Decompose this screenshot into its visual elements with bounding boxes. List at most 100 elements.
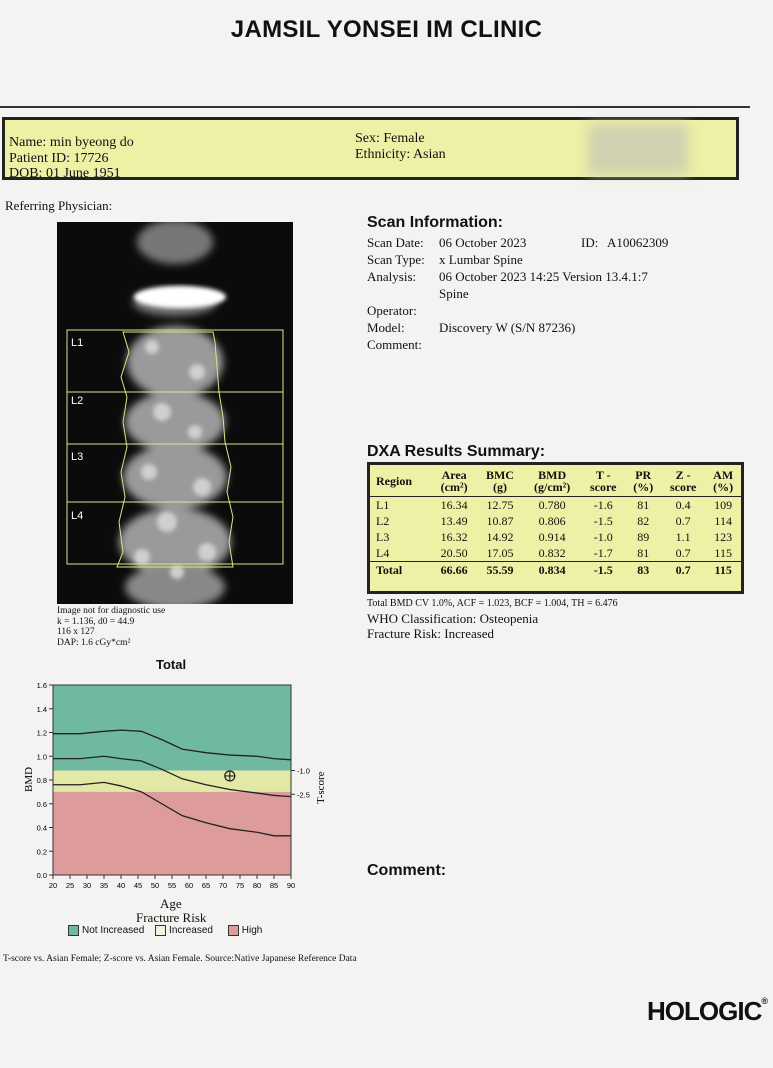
legend-item-high: High: [227, 925, 262, 936]
row-region-cell: L1: [376, 498, 390, 512]
col-header: BMD (g/cm²): [523, 469, 582, 497]
table-header-row: Region Area (cm²) BMC (g) BMD (g/cm²) T - sc…: [370, 469, 741, 497]
y-tick-label: 1.0: [37, 752, 47, 761]
y-tick-label: 0.8: [37, 776, 47, 785]
table-row: L3 16.32 14.92 0.914 -1.0 89 1.1 123: [370, 529, 741, 545]
table-cell: -1.6: [593, 498, 613, 512]
table-cell: 0.834: [523, 561, 582, 578]
table-cell: 10.87: [486, 514, 514, 528]
y-tick-label: 1.2: [37, 729, 47, 738]
scan-date-label: Scan Date:: [367, 235, 424, 250]
table-cell: 0.832: [538, 546, 566, 560]
table-cell: 16.32: [440, 530, 468, 544]
col-header: Region: [370, 469, 432, 497]
risk-zone-2: [53, 791, 291, 875]
legend-swatch: [68, 925, 79, 936]
legend-swatch: [155, 925, 167, 936]
image-note-dap: DAP: 1.6 cGy*cm²: [57, 637, 131, 648]
table-cell: 12.75: [486, 498, 514, 512]
table-cell: -1.5: [581, 561, 626, 578]
table-cell: 0.4: [675, 498, 691, 512]
scan-info-block: Scan Date: 06 October 2023 ID: A10062309…: [367, 234, 747, 353]
table-cell: 114: [714, 514, 732, 528]
table-cell: 55.59: [476, 561, 524, 578]
image-note-diagnostic: Image not for diagnostic use: [57, 606, 166, 616]
col-header: AM (%): [705, 469, 741, 497]
dxa-results-table-box: Region Area (cm²) BMC (g) BMD (g/cm²) T - sc…: [367, 462, 744, 594]
x-tick-label: 80: [253, 881, 261, 890]
image-note-size: 116 x 127: [57, 627, 95, 637]
dxa-results-table: Region Area (cm²) BMC (g) BMD (g/cm²) T - sc…: [370, 469, 741, 578]
scan-date-value: 06 October 2023: [439, 235, 527, 250]
patient-name: Name: min byeong do: [9, 135, 134, 150]
patient-info-box: Name: min byeong do Patient ID: 17726 DO…: [2, 117, 739, 181]
level-label-l4: L4: [71, 510, 83, 522]
hologic-logo: HOLOGIC®: [647, 996, 768, 1026]
fracture-risk-label: Fracture Risk: [136, 910, 207, 925]
scan-info-title: Scan Information:: [367, 214, 504, 231]
level-label-l3: L3: [71, 451, 83, 463]
operator-label: Operator:: [367, 303, 417, 318]
table-cell: 81: [637, 498, 650, 512]
analysis-label: Analysis:: [367, 269, 417, 284]
table-cell: 16.34: [440, 498, 468, 512]
table-cell: 0.7: [675, 546, 691, 560]
x-tick-label: 60: [185, 881, 193, 890]
reference-curve-2: [53, 781, 291, 837]
dxa-title: DXA Results Summary:: [367, 443, 546, 460]
x-tick-label: 25: [66, 881, 74, 890]
col-header: PR (%): [625, 469, 661, 497]
image-notes: Image not for diagnostic use k = 1.136, …: [57, 606, 165, 648]
x-tick-label: 20: [49, 881, 57, 890]
table-row: L1 16.34 12.75 0.780 -1.6 81 0.4 109: [370, 497, 741, 514]
table-cell: 0.7: [660, 561, 706, 578]
row-region-cell: L2: [376, 514, 390, 528]
table-cell: 115: [705, 561, 741, 578]
row-region-cell: Total: [370, 561, 432, 578]
x-tick-label: 35: [100, 881, 108, 890]
patient-dob: DOB: 01 June 1951: [9, 166, 121, 181]
table-cell: 1.1: [675, 530, 691, 544]
x-tick-label: 55: [168, 881, 176, 890]
table-row: Total 66.66 55.59 0.834 -1.5 83 0.7 115: [370, 561, 741, 578]
y-tick-label: 1.4: [37, 705, 47, 714]
y-tick-label: 0.4: [37, 824, 47, 833]
table-cell: 17.05: [486, 546, 514, 560]
table-row: L4 20.50 17.05 0.832 -1.7 81 0.7 115: [370, 545, 741, 562]
y-axis-label: BMD: [23, 767, 35, 792]
row-region-cell: L3: [376, 530, 390, 544]
table-row: L2 13.49 10.87 0.806 -1.5 82 0.7 114: [370, 513, 741, 529]
y-tick-label: 1.6: [37, 681, 47, 690]
model-value: Discovery W (S/N 87236): [439, 320, 576, 335]
redacted-region: [588, 124, 688, 174]
level-label-l1: L1: [71, 337, 83, 349]
table-cell: 81: [637, 546, 650, 560]
table-cell: 0.780: [538, 498, 566, 512]
table-cell: 0.7: [675, 514, 691, 528]
patient-id: Patient ID: 17726: [9, 151, 109, 166]
table-cell: 83: [625, 561, 661, 578]
header-rule: [0, 106, 750, 108]
table-cell: 82: [637, 514, 650, 528]
x-tick-label: 45: [134, 881, 142, 890]
y2-tick-label: -1.0: [297, 767, 310, 776]
y2-axis-label: T-score: [315, 771, 327, 804]
x-tick-label: 75: [236, 881, 244, 890]
table-cell: 20.50: [440, 546, 468, 560]
clinic-title: JAMSIL YONSEI IM CLINIC: [230, 16, 543, 43]
legend-item-not-increased: Not Increased: [68, 925, 144, 936]
x-tick-label: 85: [270, 881, 278, 890]
row-region-cell: L4: [376, 546, 390, 560]
reference-curve-0: [53, 729, 292, 761]
col-header: T - score: [581, 469, 626, 497]
chart-xlabel: Age: [160, 896, 182, 911]
spine-scan-svg: L1 L2 L3 L4: [66, 222, 284, 604]
y-tick-label: 0.2: [37, 847, 47, 856]
y2-tick-label: -2.5: [297, 790, 310, 799]
referring-physician: Referring Physician:: [5, 198, 113, 213]
analysis-value: 06 October 2023 14:25 Version 13.4.1:7: [439, 269, 648, 284]
chart-title: Total: [156, 657, 187, 672]
spine-scan-image: L1 L2 L3 L4: [57, 222, 293, 604]
classification-block: WHO Classification: Osteopenia Fracture …: [367, 611, 538, 641]
table-cell: -1.0: [593, 530, 613, 544]
